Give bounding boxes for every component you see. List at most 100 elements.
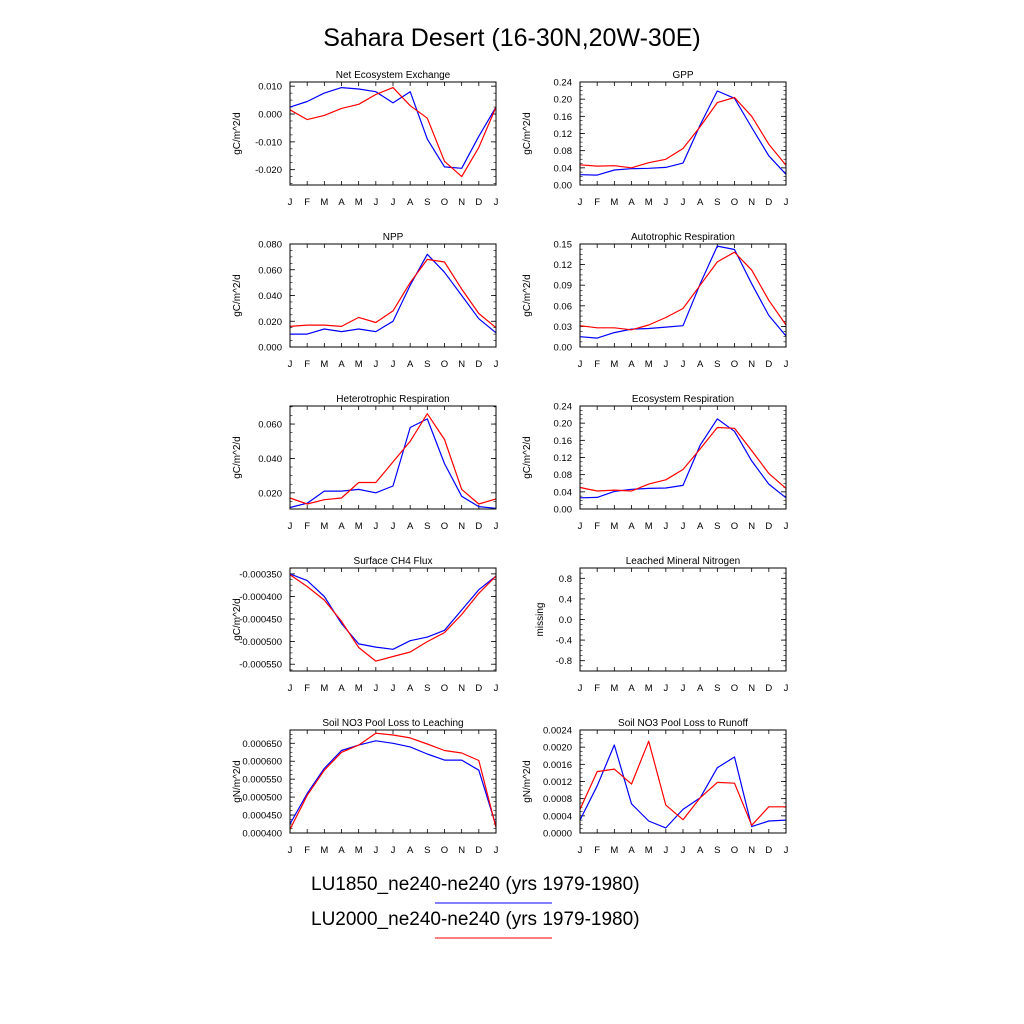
x-tick-label: M [320,845,328,856]
x-tick-label: D [475,521,482,532]
y-tick-label: 0.000 [258,110,282,121]
x-tick-label: M [610,521,618,532]
y-tick-label: 0.04 [554,163,573,174]
y-tick-label: -0.4 [556,636,572,647]
x-tick-label: J [681,359,686,370]
x-tick-label: D [765,521,772,532]
plot-frame [579,243,787,348]
x-tick-label: A [338,845,345,856]
x-tick-label: A [697,683,704,694]
legend-label-2: LU2000_ne240-ne240 (yrs 1979-1980) [311,909,640,930]
x-tick-label: M [355,521,363,532]
panel-title: Net Ecosystem Exchange [336,70,451,81]
x-tick-label: A [697,197,704,208]
x-tick-label: J [784,521,789,532]
x-tick-label: J [288,197,293,208]
panel-title: Soil NO3 Pool Loss to Runoff [618,718,748,729]
x-tick-label: A [407,521,414,532]
y-tick-label: 0.00 [554,343,573,354]
x-tick-label: J [663,197,668,208]
panel-title: Heterotrophic Respiration [336,394,449,405]
x-tick-label: M [320,521,328,532]
y-tick-label: -0.010 [255,137,282,148]
x-tick-label: A [697,521,704,532]
y-axis-label: gN/m^2/d [522,760,533,803]
x-tick-label: O [441,845,448,856]
series-line-2 [289,413,497,505]
x-tick-label: J [784,197,789,208]
x-tick-label: J [681,521,686,532]
x-tick-label: A [407,197,414,208]
x-tick-label: N [748,845,755,856]
x-tick-label: F [304,521,310,532]
y-tick-label: 0.000450 [242,811,282,822]
x-tick-label: D [475,359,482,370]
y-axis-label: gC/m^2/d [522,436,533,479]
x-tick-label: N [458,197,465,208]
y-tick-label: 0.20 [554,95,573,106]
series-line-1 [289,418,497,509]
y-axis-label: missing [535,603,546,637]
x-tick-label: J [578,683,583,694]
x-tick-label: O [441,197,448,208]
y-tick-label: 0.00 [554,505,573,516]
y-tick-label: 0.000600 [242,757,282,768]
x-tick-label: M [320,197,328,208]
y-tick-label: 0.0024 [543,726,572,737]
x-tick-label: J [663,845,668,856]
series-line-2 [579,426,787,492]
series-line-1 [579,90,787,176]
x-tick-label: J [391,845,396,856]
y-tick-label: 0.0 [559,615,572,626]
x-tick-label: S [714,521,720,532]
x-tick-label: N [458,683,465,694]
plot-frame [289,405,497,510]
x-tick-label: D [765,197,772,208]
x-tick-label: J [578,845,583,856]
x-tick-label: J [373,845,378,856]
y-tick-label: 0.16 [554,112,573,123]
y-tick-label: 0.000650 [242,739,282,750]
x-tick-label: N [458,359,465,370]
x-tick-label: J [373,683,378,694]
x-tick-label: O [441,683,448,694]
y-tick-label: 0.09 [554,281,573,292]
x-tick-label: M [610,359,618,370]
plot-frame [579,81,787,186]
x-tick-label: N [458,845,465,856]
x-tick-label: M [610,197,618,208]
x-tick-label: N [748,197,755,208]
plot-frame [289,729,497,834]
x-tick-label: M [645,359,653,370]
x-tick-label: D [475,845,482,856]
x-tick-label: J [494,359,499,370]
y-tick-label: 0.24 [554,78,573,89]
legend-label-1: LU1850_ne240-ne240 (yrs 1979-1980) [311,874,640,895]
y-tick-label: -0.000450 [239,615,282,626]
x-tick-label: D [765,683,772,694]
panel-title: Ecosystem Respiration [632,394,734,405]
y-tick-label: 0.12 [554,260,573,271]
x-tick-label: F [594,197,600,208]
x-tick-label: J [784,683,789,694]
y-tick-label: -0.000500 [239,637,282,648]
x-tick-label: M [610,845,618,856]
x-tick-label: D [765,359,772,370]
x-tick-label: J [681,845,686,856]
y-tick-label: 0.0000 [543,829,572,840]
series-line-2 [289,732,497,830]
series-line-1 [579,418,787,499]
panel-title: Leached Mineral Nitrogen [626,556,741,567]
x-tick-label: J [681,197,686,208]
x-tick-label: J [288,845,293,856]
x-tick-label: S [424,197,430,208]
x-tick-label: J [494,845,499,856]
y-tick-label: 0.060 [258,420,282,431]
x-tick-label: F [304,845,310,856]
x-tick-label: F [304,197,310,208]
x-tick-label: N [748,359,755,370]
